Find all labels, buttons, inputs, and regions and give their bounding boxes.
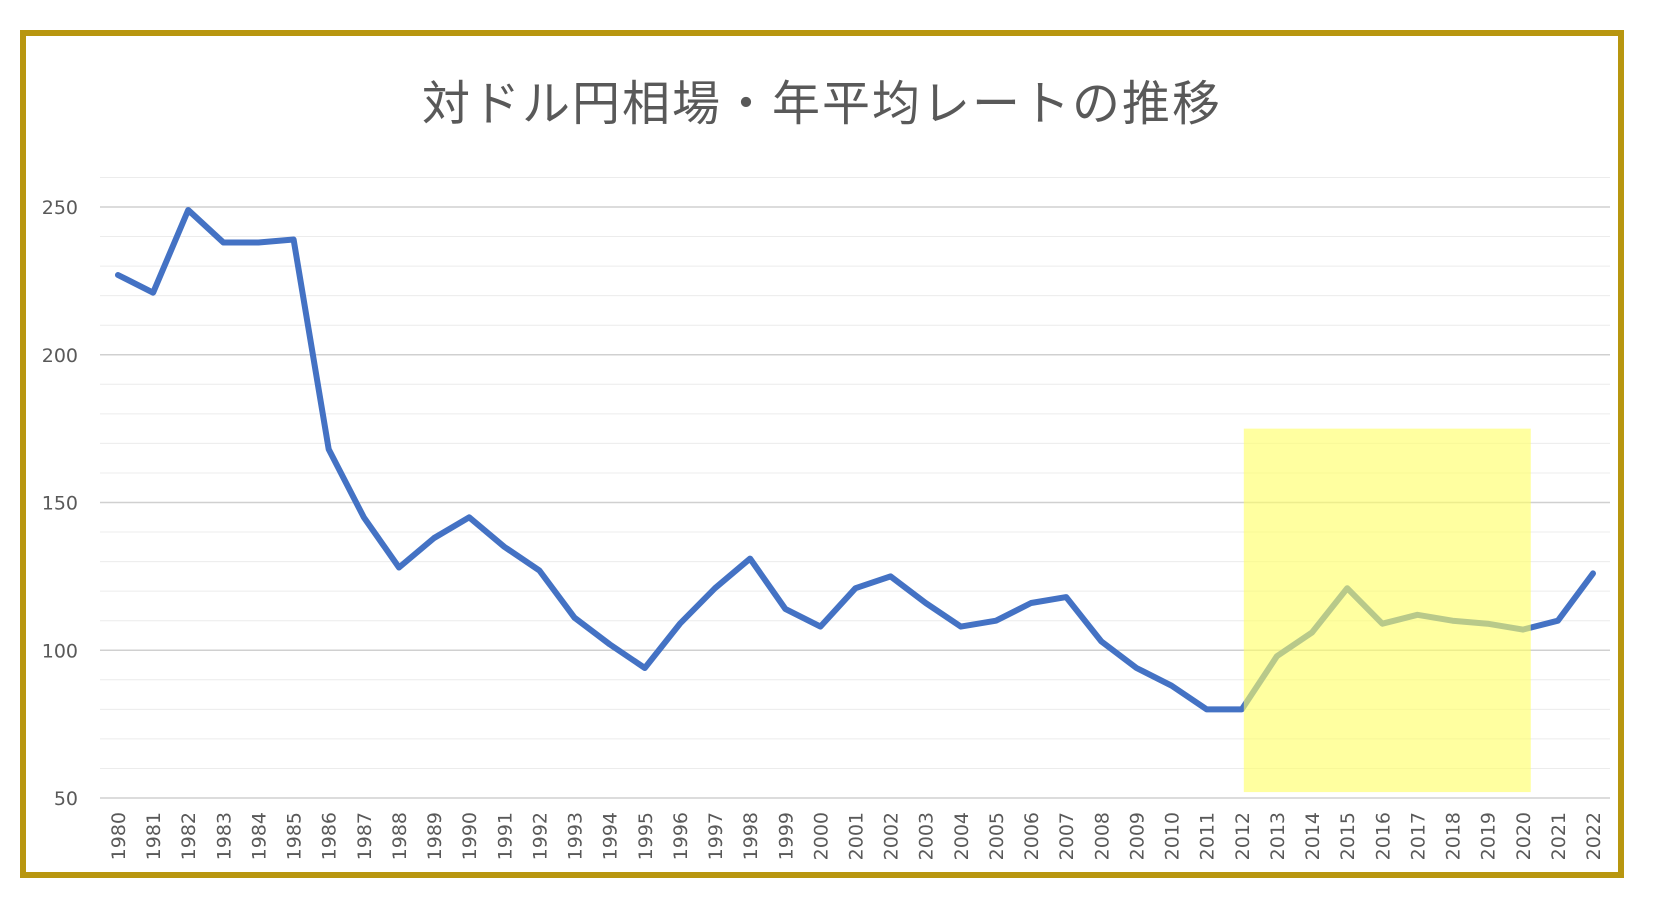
data-point xyxy=(1135,667,1137,669)
data-point xyxy=(257,241,259,243)
data-point xyxy=(293,239,295,241)
x-tick-label: 1982 xyxy=(178,812,200,860)
x-tick-label: 2009 xyxy=(1126,812,1148,860)
x-tick-label: 1980 xyxy=(108,812,130,860)
x-tick-label: 1995 xyxy=(635,812,657,860)
x-tick-label: 2006 xyxy=(1021,812,1043,860)
x-tick-label: 2022 xyxy=(1583,812,1605,860)
data-point xyxy=(960,626,962,628)
data-point xyxy=(152,292,154,294)
x-tick-label: 2010 xyxy=(1162,812,1184,860)
x-tick-label: 2012 xyxy=(1232,812,1254,860)
data-point xyxy=(1241,708,1243,710)
x-tick-label: 1991 xyxy=(494,812,516,860)
x-tick-label: 1988 xyxy=(389,812,411,860)
data-point xyxy=(1171,685,1173,687)
data-point xyxy=(855,587,856,589)
data-point xyxy=(1100,640,1102,642)
x-tick-label: 1989 xyxy=(424,812,446,860)
x-tick-label: 2005 xyxy=(986,812,1008,860)
data-point xyxy=(363,516,365,518)
x-tick-label: 1983 xyxy=(213,812,235,860)
data-point xyxy=(222,241,224,243)
x-tick-label: 2019 xyxy=(1478,812,1500,860)
data-point xyxy=(538,569,540,571)
x-tick-label: 1996 xyxy=(670,812,692,860)
x-tick-label: 2013 xyxy=(1267,812,1289,860)
x-tick-label: 2018 xyxy=(1443,812,1465,860)
data-point xyxy=(609,643,611,645)
highlight-band xyxy=(1243,428,1531,793)
x-tick-label: 1987 xyxy=(354,812,376,860)
data-point xyxy=(1206,708,1208,710)
x-tick-label: 2021 xyxy=(1548,812,1570,860)
x-tick-label: 2016 xyxy=(1372,812,1394,860)
x-tick-label: 2020 xyxy=(1513,812,1535,860)
data-point xyxy=(433,537,435,539)
data-point xyxy=(187,209,189,211)
data-point xyxy=(714,587,716,589)
data-point xyxy=(1592,572,1594,574)
data-point xyxy=(1065,596,1067,598)
x-tick-label: 1994 xyxy=(600,812,622,860)
data-point xyxy=(644,667,646,669)
data-point xyxy=(117,274,119,276)
data-point xyxy=(574,617,576,619)
y-tick-label: 50 xyxy=(54,788,78,810)
x-tick-label: 1997 xyxy=(705,812,727,860)
x-tick-label: 2001 xyxy=(846,812,868,860)
data-point xyxy=(995,620,997,622)
y-tick-label: 150 xyxy=(42,493,78,515)
data-point xyxy=(328,448,330,450)
data-point xyxy=(749,558,751,560)
x-tick-label: 2003 xyxy=(916,812,938,860)
chart-title: 対ドル円相場・年平均レートの推移 xyxy=(421,76,1222,132)
x-tick-label: 2007 xyxy=(1056,812,1078,860)
x-tick-label: 2000 xyxy=(810,812,832,860)
x-tick-label: 1993 xyxy=(565,812,587,860)
data-point xyxy=(1557,620,1559,622)
data-point xyxy=(925,602,927,604)
x-tick-label: 2008 xyxy=(1091,812,1113,860)
x-tick-label: 1998 xyxy=(740,812,762,860)
x-tick-label: 2004 xyxy=(951,812,973,860)
y-tick-label: 100 xyxy=(42,640,78,662)
x-tick-label: 2015 xyxy=(1337,812,1359,860)
x-tick-label: 1999 xyxy=(775,812,797,860)
x-tick-label: 2017 xyxy=(1407,812,1429,860)
y-tick-label: 200 xyxy=(42,345,78,367)
data-point xyxy=(398,567,400,569)
data-point xyxy=(468,516,470,518)
x-tick-label: 1985 xyxy=(284,812,306,860)
highlight-layer xyxy=(1243,428,1531,793)
x-axis-ticks: 1980 1981 1982 1983 1984 1985 1986 1987 1988 1989… xyxy=(108,812,1605,860)
x-tick-label: 2014 xyxy=(1302,812,1324,860)
data-point xyxy=(784,608,786,610)
data-point xyxy=(819,626,821,628)
x-tick-label: 1992 xyxy=(529,812,551,860)
x-tick-label: 2011 xyxy=(1197,812,1219,860)
y-tick-label: 250 xyxy=(42,197,78,219)
data-point xyxy=(503,546,505,548)
x-tick-label: 1990 xyxy=(459,812,481,860)
data-point xyxy=(1030,602,1032,604)
x-tick-label: 1984 xyxy=(248,812,270,860)
x-tick-label: 1981 xyxy=(143,812,165,860)
x-tick-label: 2002 xyxy=(881,812,903,860)
data-point xyxy=(679,623,681,625)
data-point xyxy=(890,575,892,577)
y-axis-ticks: 50 100 150 200 250 xyxy=(42,197,78,810)
x-tick-label: 1986 xyxy=(319,812,341,860)
